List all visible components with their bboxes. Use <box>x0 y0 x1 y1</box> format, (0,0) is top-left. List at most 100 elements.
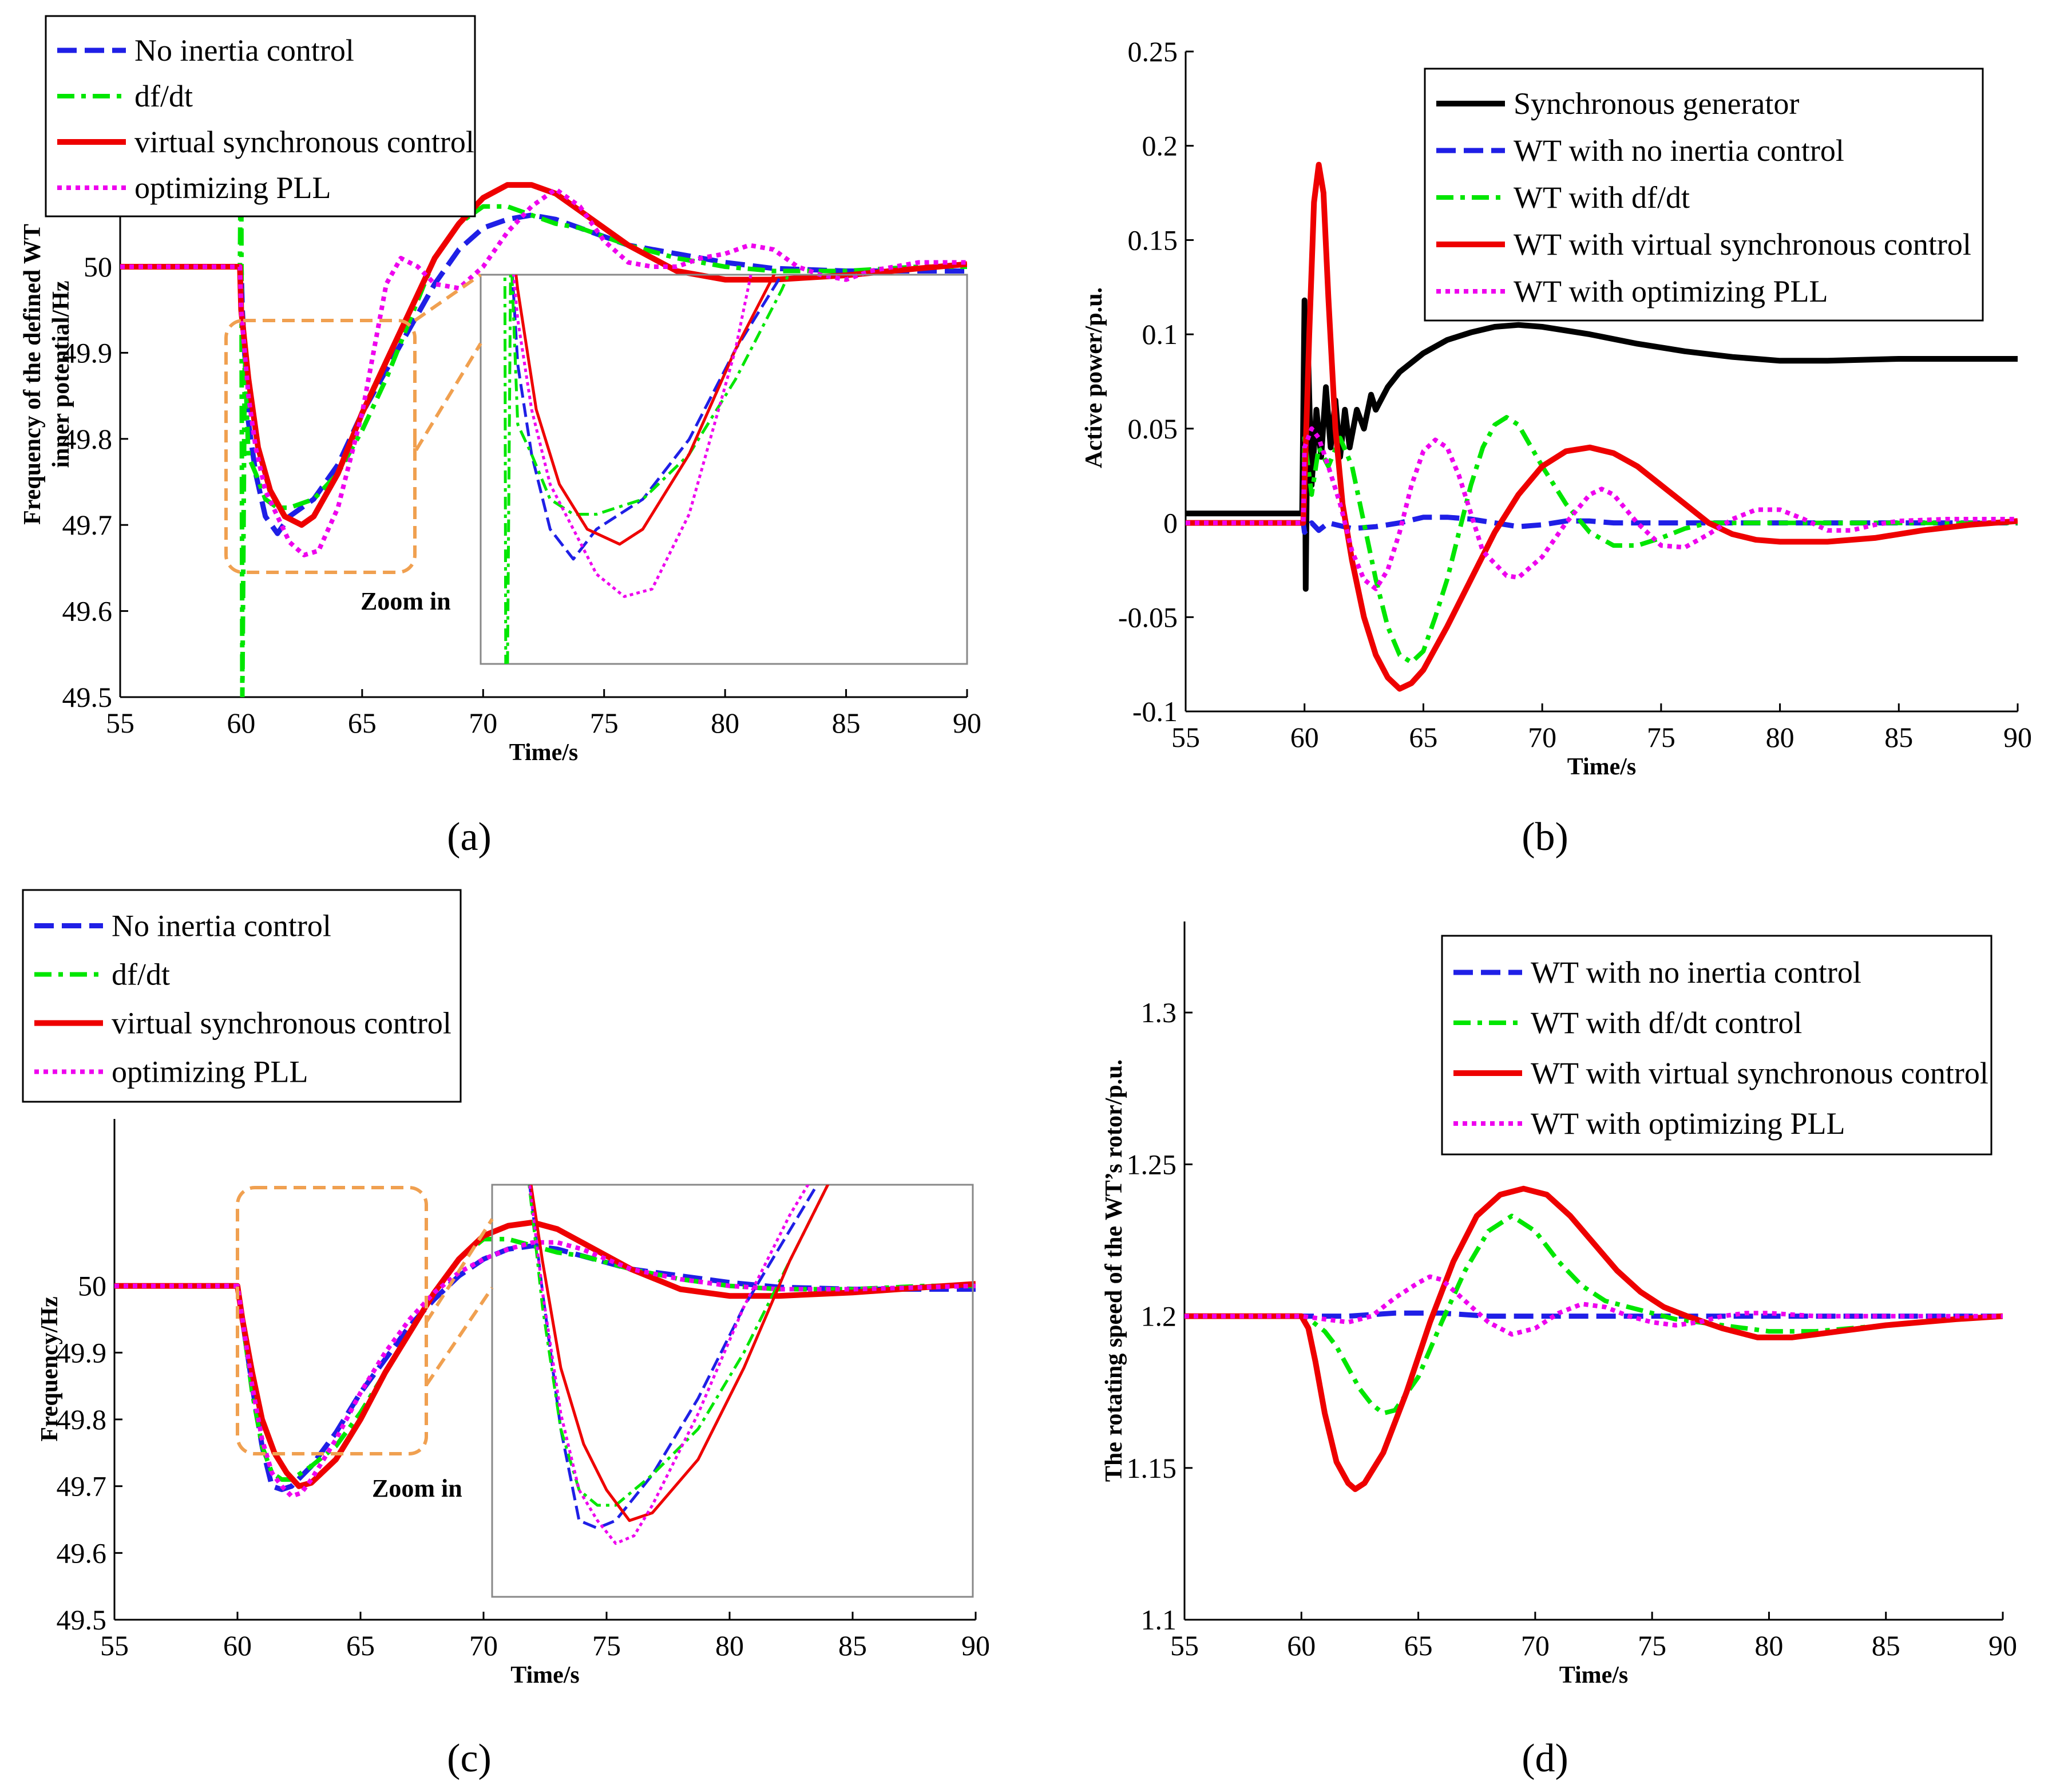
x-axis-title: Time/s <box>1567 754 1637 780</box>
x-tick-label: 85 <box>832 707 861 739</box>
panel-c: 55 60 65 70 75 80 85 90 49.5 49.6 49.7 49.8 49.9 50 Ti… <box>22 889 990 1781</box>
x-tick-label: 55 <box>100 1629 129 1662</box>
y-tick-label: 50 <box>78 1270 106 1302</box>
legend-label: WT with virtual synchronous control <box>1531 1056 1988 1090</box>
panel-d: 55 60 65 70 75 80 85 90 1.1 1.15 1.2 1.25 1.3 Time/s T… <box>1101 921 2017 1781</box>
legend-label: No inertia control <box>134 33 354 68</box>
x-tick-label: 55 <box>106 707 134 739</box>
y-tick-label: 49.5 <box>57 1604 107 1636</box>
inset-series-line <box>512 275 752 598</box>
y-tick-label: 49.6 <box>62 595 113 627</box>
series-line <box>1186 426 2018 591</box>
inset-series-line <box>528 1185 819 1530</box>
y-tick-label: 49.9 <box>57 1336 107 1368</box>
inset-series-line <box>510 275 784 561</box>
x-axis-title: Time/s <box>1559 1662 1629 1688</box>
series-line <box>1186 161 2018 692</box>
panel-label-b: (b) <box>1522 815 1568 859</box>
series-group <box>1186 161 2018 692</box>
x-tick-label: 60 <box>1290 721 1319 753</box>
panel-c-legend: No inertia control df/dt virtual synchrono… <box>22 889 462 1103</box>
x-tick-label: 90 <box>2003 721 2032 753</box>
x-tick-label: 90 <box>1988 1629 2017 1662</box>
inset-series-group <box>503 275 790 664</box>
series-line <box>1185 1213 2003 1416</box>
legend-label: optimizing PLL <box>112 1055 308 1089</box>
x-tick-label: 55 <box>1171 721 1200 753</box>
y-axis-title: The rotating speed of the WT’s rotor/p.u… <box>1101 1059 1127 1482</box>
legend-label: df/dt <box>134 79 193 113</box>
x-tick-label: 80 <box>711 707 739 739</box>
panel-label-d: (d) <box>1522 1736 1568 1781</box>
legend-label: virtual synchronous control <box>134 125 474 159</box>
inset-series-group <box>528 1185 830 1545</box>
legend-label: WT with optimizing PLL <box>1514 274 1828 308</box>
y-tick-label: 49.8 <box>62 423 113 455</box>
x-tick-label: 70 <box>469 707 497 739</box>
panel-a: 55 60 65 70 75 80 85 90 49.5 49.6 49.7 49.8 49.9 50 Ti… <box>19 15 981 859</box>
x-tick-label: 65 <box>1404 1629 1433 1662</box>
zoom-inset-frame <box>491 1184 974 1598</box>
y-tick-label: 0.05 <box>1128 413 1178 445</box>
series-line <box>1185 1185 2003 1492</box>
zoom-connector-line <box>425 1287 494 1386</box>
y-tick-label: -0.05 <box>1118 601 1178 633</box>
series-line <box>120 187 967 557</box>
zoom-connector-line <box>414 273 482 322</box>
zoom-in-label: Zoom in <box>372 1474 462 1502</box>
y-tick-label: 1.3 <box>1141 996 1177 1028</box>
series-line <box>114 1240 976 1499</box>
zoom-connector-line <box>425 1218 494 1323</box>
legend-label: WT with optimizing PLL <box>1531 1106 1845 1141</box>
x-axis-title: Time/s <box>510 1662 580 1688</box>
panel-c-zoom-inset: Zoom in <box>236 1184 974 1598</box>
x-axis-title: Time/s <box>509 739 579 766</box>
y-tick-label: 0.1 <box>1142 318 1178 350</box>
x-tick-label: 60 <box>223 1629 252 1662</box>
legend-label: virtual synchronous control <box>112 1006 451 1041</box>
panel-d-axes: 55 60 65 70 75 80 85 90 1.1 1.15 1.2 1.25 1.3 Time/s T… <box>1101 921 2017 1688</box>
y-tick-label: 50 <box>84 251 112 283</box>
x-tick-label: 75 <box>1647 721 1675 753</box>
x-tick-label: 70 <box>1521 1629 1550 1662</box>
y-tick-label: 1.1 <box>1141 1604 1177 1636</box>
legend-label: Synchronous generator <box>1514 86 1799 121</box>
x-tick-label: 65 <box>346 1629 375 1662</box>
zoom-region-box <box>236 1186 428 1455</box>
x-tick-label: 70 <box>1528 721 1556 753</box>
series-line <box>114 1243 976 1492</box>
y-tick-label: 49.7 <box>57 1470 107 1502</box>
panel-b: 55 60 65 70 75 80 85 90 -0.1 -0.05 0 0.05 0.1 0.15 0.2… <box>1081 35 2032 859</box>
y-tick-label: 1.25 <box>1127 1148 1177 1180</box>
panel-a-legend: No inertia control df/dt virtual synchrono… <box>45 15 476 217</box>
series-line <box>1185 1310 2003 1319</box>
legend-label: df/dt <box>112 958 170 992</box>
legend-label: WT with df/dt <box>1514 180 1690 215</box>
y-tick-label: 49.6 <box>57 1537 107 1569</box>
legend-label: No inertia control <box>112 909 331 943</box>
y-tick-label: 49.9 <box>62 337 113 369</box>
y-tick-label: 0.2 <box>1142 130 1178 162</box>
y-tick-label: 49.8 <box>57 1403 107 1435</box>
x-tick-label: 85 <box>838 1629 867 1662</box>
legend-label: WT with no inertia control <box>1514 133 1844 168</box>
x-tick-label: 55 <box>1170 1629 1199 1662</box>
series-line <box>1185 1274 2003 1337</box>
x-tick-label: 60 <box>1287 1629 1316 1662</box>
panel-a-zoom-inset: Zoom in <box>224 273 968 665</box>
inset-series-line <box>514 275 776 546</box>
x-tick-label: 90 <box>953 707 981 739</box>
panel-a-axes: 55 60 65 70 75 80 85 90 49.5 49.6 49.7 49.8 49.9 50 Ti… <box>19 52 981 766</box>
y-tick-label: 49.7 <box>62 509 113 541</box>
y-tick-label: 1.15 <box>1127 1452 1177 1484</box>
x-tick-label: 80 <box>1754 1629 1783 1662</box>
x-tick-label: 90 <box>961 1629 990 1662</box>
legend-box <box>1424 68 1984 322</box>
x-tick-label: 65 <box>348 707 377 739</box>
zoom-inset-frame <box>480 274 968 665</box>
y-tick-label: 0.25 <box>1128 35 1178 68</box>
series-group <box>1185 1185 2003 1492</box>
x-tick-label: 85 <box>1872 1629 1900 1662</box>
series-group <box>114 1219 976 1499</box>
